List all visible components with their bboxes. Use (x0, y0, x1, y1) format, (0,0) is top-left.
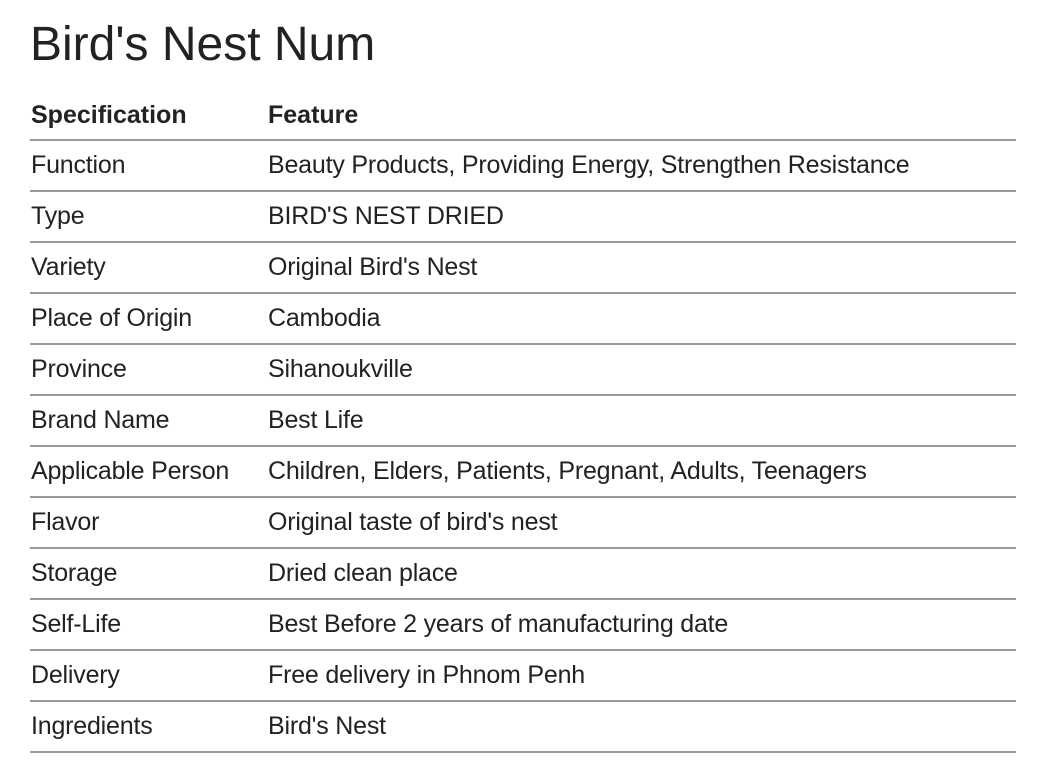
table-row: Storage Dried clean place (30, 548, 1016, 600)
feature-cell: Best Before 2 years of manufacturing dat… (267, 599, 1016, 651)
feature-cell: Free delivery in Phnom Penh (267, 650, 1016, 702)
specification-table: Specification Feature Function Beauty Pr… (30, 91, 1016, 753)
page-title: Bird's Nest Num (30, 18, 376, 71)
spec-cell: Storage (30, 548, 267, 600)
table-row: Applicable Person Children, Elders, Pati… (30, 446, 1016, 498)
table-row: Ingredients Bird's Nest (30, 701, 1016, 753)
feature-cell: Cambodia (267, 293, 1016, 345)
spec-cell: Delivery (30, 650, 267, 702)
spec-cell: Ingredients (30, 701, 267, 753)
spec-cell: Brand Name (30, 395, 267, 447)
feature-cell: Children, Elders, Patients, Pregnant, Ad… (267, 446, 1016, 498)
header-specification: Specification (30, 91, 267, 141)
spec-cell: Applicable Person (30, 446, 267, 498)
table-row: Place of Origin Cambodia (30, 293, 1016, 345)
feature-cell: Bird's Nest (267, 701, 1016, 753)
spec-cell: Flavor (30, 497, 267, 549)
page-content: Bird's Nest Num Specification Feature Fu… (30, 18, 1016, 753)
table-header: Specification Feature (30, 91, 1016, 141)
table-row: Delivery Free delivery in Phnom Penh (30, 650, 1016, 702)
spec-cell: Variety (30, 242, 267, 294)
feature-cell: Dried clean place (267, 548, 1016, 600)
feature-cell: Original taste of bird's nest (267, 497, 1016, 549)
table-row: Brand Name Best Life (30, 395, 1016, 447)
feature-cell: BIRD'S NEST DRIED (267, 191, 1016, 243)
spec-cell: Self-Life (30, 599, 267, 651)
feature-cell: Original Bird's Nest (267, 242, 1016, 294)
table-row: Self-Life Best Before 2 years of manufac… (30, 599, 1016, 651)
header-feature: Feature (267, 91, 1016, 141)
table-row: Function Beauty Products, Providing Ener… (30, 140, 1016, 192)
table-row: Flavor Original taste of bird's nest (30, 497, 1016, 549)
spec-cell: Place of Origin (30, 293, 267, 345)
spec-cell: Province (30, 344, 267, 396)
table-row: Type BIRD'S NEST DRIED (30, 191, 1016, 243)
header-row: Specification Feature (30, 91, 1016, 141)
feature-cell: Beauty Products, Providing Energy, Stren… (267, 140, 1016, 192)
table-body: Function Beauty Products, Providing Ener… (30, 140, 1016, 753)
spec-cell: Type (30, 191, 267, 243)
spec-cell: Function (30, 140, 267, 192)
feature-cell: Sihanoukville (267, 344, 1016, 396)
table-row: Province Sihanoukville (30, 344, 1016, 396)
feature-cell: Best Life (267, 395, 1016, 447)
table-row: Variety Original Bird's Nest (30, 242, 1016, 294)
